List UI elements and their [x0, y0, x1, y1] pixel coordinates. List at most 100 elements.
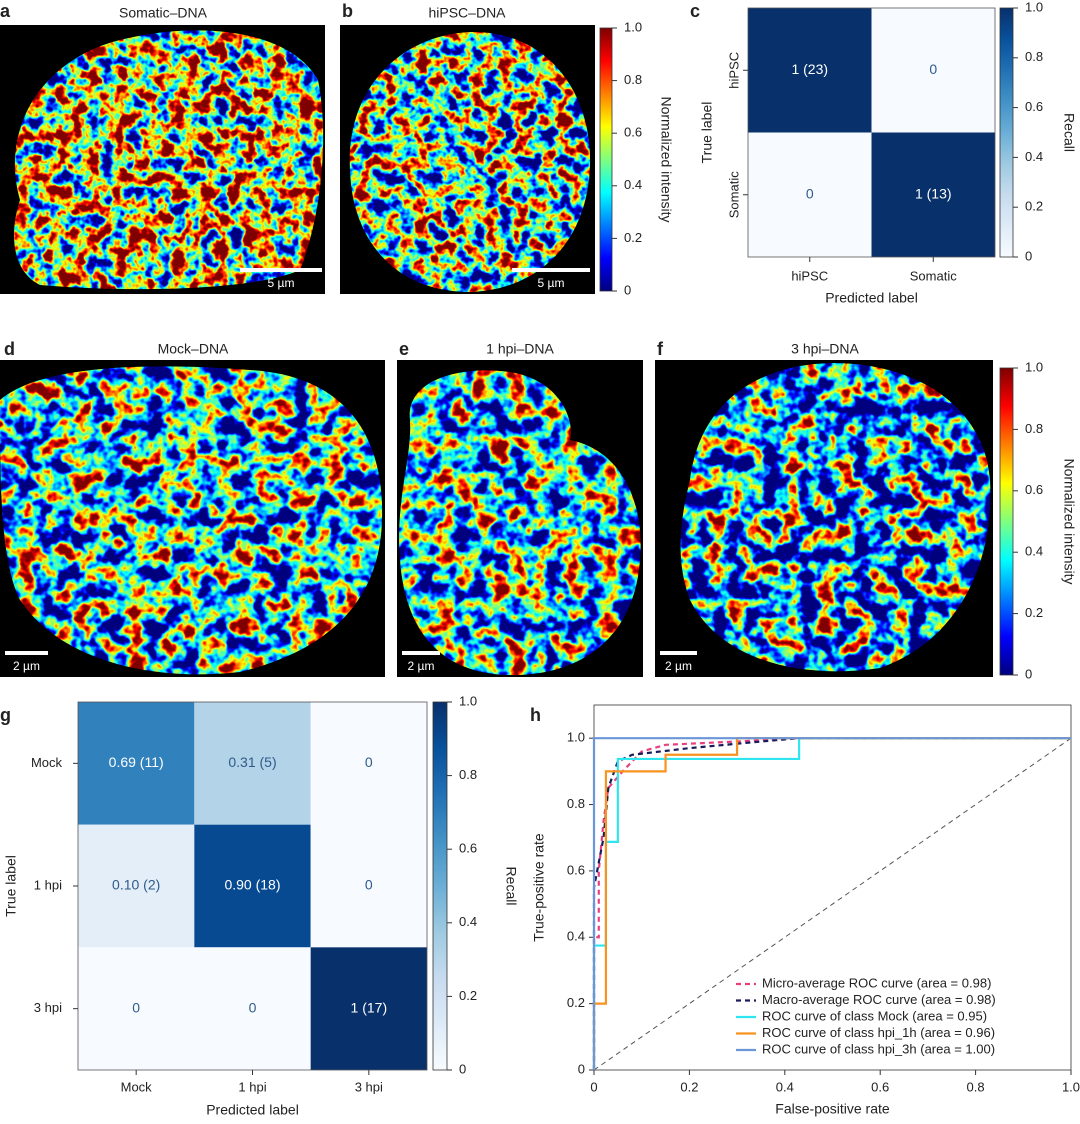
colorbar-label: Normalized intensity: [658, 96, 674, 222]
panel-letter: d: [4, 339, 15, 359]
colorbar-tick-label: 1.0: [624, 19, 642, 34]
scale-bar-label: 2 µm: [665, 659, 692, 673]
colorbar: [432, 701, 448, 1071]
image-title: Somatic–DNA: [119, 5, 208, 21]
image-title: 3 hpi–DNA: [791, 341, 859, 357]
x-tick-label: hiPSC: [791, 268, 828, 283]
cell-label: 0: [929, 61, 937, 77]
colorbar-tick-label: 1.0: [1025, 359, 1043, 374]
y-tick-label: 0.6: [567, 862, 585, 877]
colorbar-tick-label: 0.4: [459, 914, 477, 929]
colorbar-tick-label: 0.6: [624, 125, 642, 140]
legend-label: ROC curve of class Mock (area = 0.95): [762, 1008, 987, 1023]
x-tick-label: Somatic: [910, 268, 957, 283]
x-tick-label: 3 hpi: [355, 1079, 383, 1094]
scale-bar-label: 2 µm: [13, 659, 40, 673]
heatmap-cell: [748, 132, 872, 257]
cell-label: 0: [132, 999, 140, 1015]
y-tick-label: 1 hpi: [34, 877, 62, 892]
panel-letter: b: [342, 1, 353, 21]
x-tick-label: 0: [590, 1079, 597, 1094]
cell-label: 0.69 (11): [109, 754, 164, 770]
y-tick-label: Somatic: [726, 171, 741, 218]
cell-label: 1 (17): [351, 999, 388, 1015]
colorbar-tick-label: 0.4: [1025, 149, 1043, 164]
cell-label: 0.10 (2): [112, 877, 160, 893]
roc-curve: [592, 737, 1071, 1070]
chance-line: [593, 737, 1072, 1071]
heatmap-cell: [78, 702, 195, 825]
x-tick-label: 0.2: [680, 1079, 698, 1094]
cell-label: 0: [365, 877, 373, 893]
x-tick-label: 0.8: [967, 1079, 985, 1094]
heatmap-cell: [871, 8, 995, 133]
y-axis-label: True label: [3, 855, 19, 917]
roc-curve: [592, 737, 1071, 1070]
nucleus-image: [349, 31, 591, 292]
y-axis-label: True-positive rate: [531, 833, 547, 942]
cell-label: 0: [806, 185, 814, 201]
scale-bar-label: 5 µm: [268, 276, 295, 290]
colorbar-tick-label: 0.4: [624, 177, 642, 192]
colorbar: [599, 27, 613, 292]
y-tick-label: 0.4: [567, 929, 585, 944]
panel-letter: a: [0, 1, 11, 21]
cell-label: 0: [365, 754, 373, 770]
colorbar: [999, 367, 1014, 676]
heatmap-frame: [747, 7, 996, 258]
colorbar-tick-label: 0.8: [1025, 49, 1043, 64]
image-title: Mock–DNA: [158, 341, 229, 357]
panel-letter: g: [0, 705, 11, 725]
roc-curve: [592, 737, 1071, 1070]
x-tick-label: 0.4: [776, 1079, 794, 1094]
y-tick-label: 3 hpi: [34, 1000, 62, 1015]
colorbar-tick-label: 1.0: [1025, 0, 1043, 14]
colorbar-tick-label: 0.2: [1025, 605, 1043, 620]
scale-bar-label: 5 µm: [538, 276, 565, 290]
panel-letter: h: [530, 705, 541, 725]
legend-label: Macro-average ROC curve (area = 0.98): [762, 992, 996, 1007]
legend-label: ROC curve of class hpi_1h (area = 0.96): [762, 1025, 995, 1040]
colorbar: [999, 7, 1014, 258]
cell-label: 1 (23): [791, 61, 828, 77]
heatmap-cell: [194, 947, 311, 1070]
colorbar-tick-label: 0.8: [624, 72, 642, 87]
colorbar-label: Recall: [503, 867, 519, 906]
heatmap-cell: [871, 132, 995, 257]
y-tick-label: 0.8: [567, 796, 585, 811]
heatmap-cell: [310, 824, 427, 948]
heatmap-cell: [78, 947, 195, 1070]
y-tick-label: hiPSC: [726, 52, 741, 89]
cell-label: 0.90 (18): [224, 877, 280, 893]
colorbar-tick-label: 0.6: [1025, 99, 1043, 114]
panel-letter: e: [399, 339, 409, 359]
nucleus-image: [14, 30, 324, 290]
colorbar-tick-label: 0.4: [1025, 544, 1043, 559]
cell-label: 0: [249, 999, 257, 1015]
colorbar-tick-label: 0: [459, 1061, 466, 1076]
legend-label: Micro-average ROC curve (area = 0.98): [762, 975, 991, 990]
cell-label: 1 (13): [915, 185, 952, 201]
nucleus-image: [680, 362, 991, 672]
colorbar-tick-label: 0.8: [1025, 421, 1043, 436]
x-tick-label: 1 hpi: [238, 1079, 266, 1094]
colorbar-label: Normalized intensity: [1061, 458, 1077, 584]
image-title: hiPSC–DNA: [428, 5, 506, 21]
image-title: 1 hpi–DNA: [486, 341, 554, 357]
scale-bar-label: 2 µm: [408, 659, 435, 673]
roc-curve: [592, 737, 1071, 1070]
cell-label: 0.31 (5): [228, 754, 276, 770]
heatmap-cell: [78, 824, 195, 948]
heatmap-cell: [310, 702, 427, 825]
x-tick-label: Mock: [121, 1079, 153, 1094]
colorbar-tick-label: 0: [1025, 248, 1032, 263]
nucleus-image: [0, 366, 383, 675]
heatmap-cell: [748, 8, 872, 133]
colorbar-tick-label: 1.0: [459, 693, 477, 708]
y-tick-label: Mock: [31, 755, 63, 770]
heatmap-cell: [194, 824, 311, 948]
colorbar-tick-label: 0.6: [1025, 482, 1043, 497]
colorbar-tick-label: 0.6: [459, 841, 477, 856]
x-axis-label: False-positive rate: [775, 1101, 890, 1117]
